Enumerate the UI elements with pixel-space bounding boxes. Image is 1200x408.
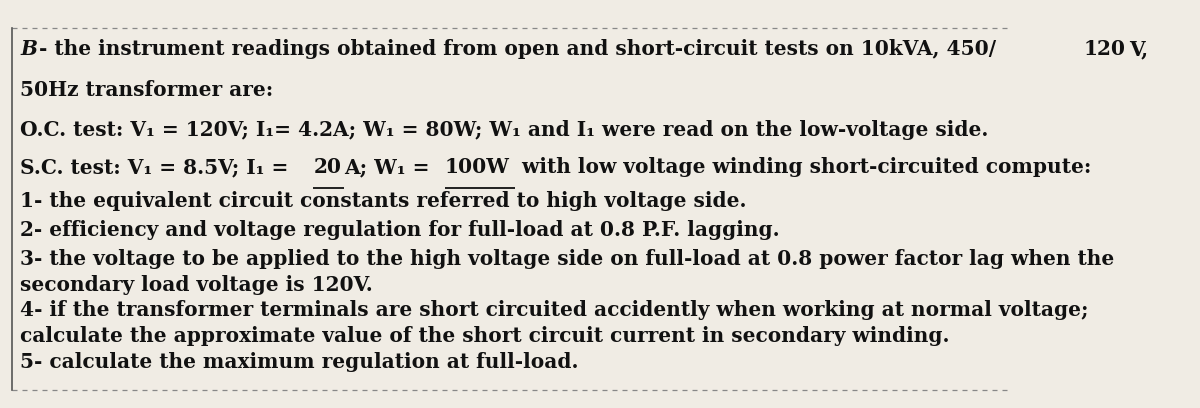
Text: A; W₁ =: A; W₁ = — [343, 157, 437, 177]
Text: 1- the equivalent circuit constants referred to high voltage side.: 1- the equivalent circuit constants refe… — [20, 191, 746, 211]
Text: V,: V, — [1129, 40, 1148, 60]
Text: 120: 120 — [1084, 40, 1126, 60]
Text: O.C. test: V₁ = 120V; I₁= 4.2A; W₁ = 80W; W₁ and I₁ were read on the low-voltage: O.C. test: V₁ = 120V; I₁= 4.2A; W₁ = 80W… — [20, 120, 989, 140]
Text: 3- the voltage to be applied to the high voltage side on full-load at 0.8 power : 3- the voltage to be applied to the high… — [20, 249, 1115, 269]
Text: - the instrument readings obtained from open and short-circuit tests on 10kVA, 4: - the instrument readings obtained from … — [38, 40, 996, 60]
Text: 20: 20 — [313, 157, 341, 177]
Text: 4- if the transformer terminals are short circuited accidently when working at n: 4- if the transformer terminals are shor… — [20, 300, 1088, 320]
Text: 100W: 100W — [445, 157, 510, 177]
Text: B: B — [20, 40, 37, 60]
Text: 2- efficiency and voltage regulation for full-load at 0.8 P.F. lagging.: 2- efficiency and voltage regulation for… — [20, 220, 780, 240]
Text: with low voltage winding short-circuited compute:: with low voltage winding short-circuited… — [516, 157, 1092, 177]
Text: secondary load voltage is 120V.: secondary load voltage is 120V. — [20, 275, 373, 295]
Text: S.C. test: V₁ = 8.5V; I₁ =: S.C. test: V₁ = 8.5V; I₁ = — [20, 157, 289, 177]
Text: 50Hz transformer are:: 50Hz transformer are: — [20, 80, 274, 100]
Text: calculate the approximate value of the short circuit current in secondary windin: calculate the approximate value of the s… — [20, 326, 950, 346]
Text: 5- calculate the maximum regulation at full-load.: 5- calculate the maximum regulation at f… — [20, 352, 578, 372]
